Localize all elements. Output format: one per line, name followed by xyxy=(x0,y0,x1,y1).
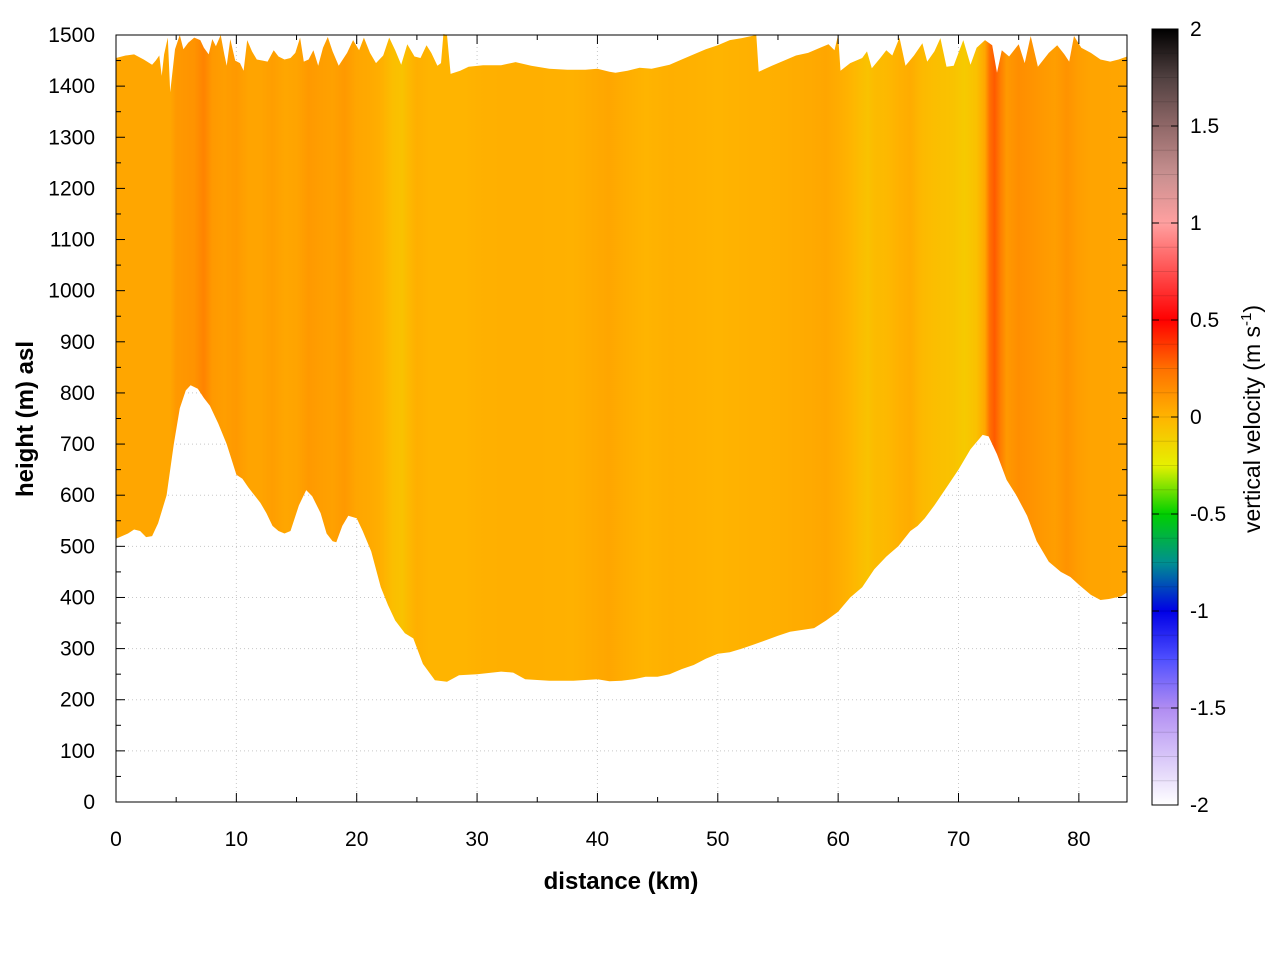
colorbar-tick-label: -0.5 xyxy=(1190,503,1226,526)
y-tick-label: 700 xyxy=(60,433,95,456)
x-tick-label: 40 xyxy=(586,828,609,851)
x-tick-label: 10 xyxy=(225,828,248,851)
y-tick-label: 400 xyxy=(60,586,95,609)
y-tick-label: 500 xyxy=(60,535,95,558)
y-tick-label: 1500 xyxy=(48,24,95,47)
colorbar-title-end: ) xyxy=(1239,305,1265,313)
y-tick-label: 1300 xyxy=(48,126,95,149)
x-tick-labels: 0 10 20 30 40 50 60 70 80 xyxy=(110,828,1090,851)
velocity-field-area xyxy=(116,34,1127,682)
x-tick-label: 80 xyxy=(1067,828,1090,851)
colorbar-tick-label: -1.5 xyxy=(1190,697,1226,720)
x-tick-label: 20 xyxy=(345,828,368,851)
colorbar-title-sup: -1 xyxy=(1238,313,1255,326)
x-tick-label: 0 xyxy=(110,828,122,851)
x-tick-label: 50 xyxy=(706,828,729,851)
colorbar xyxy=(1151,28,1179,806)
colorbar-tick-labels: 2 1.5 1 0.5 0 -0.5 -1 -1.5 -2 xyxy=(1190,18,1226,817)
x-tick-label: 70 xyxy=(947,828,970,851)
colorbar-tick-label: -1 xyxy=(1190,600,1209,623)
velocity-field xyxy=(116,34,1127,682)
y-tick-label: 1400 xyxy=(48,75,95,98)
colorbar-title-main: vertical velocity (m s xyxy=(1239,326,1265,533)
y-tick-label: 1100 xyxy=(50,229,95,252)
y-tick-label: 900 xyxy=(60,331,95,354)
y-tick-label: 300 xyxy=(60,638,95,661)
y-tick-label: 600 xyxy=(60,484,95,507)
colorbar-tick-label: -2 xyxy=(1190,794,1209,817)
colorbar-tick-label: 1 xyxy=(1190,212,1202,235)
y-tick-labels: 0 100 200 300 400 500 600 700 800 900 1000 1100 1200… xyxy=(48,24,95,814)
x-tick-label: 60 xyxy=(826,828,849,851)
y-tick-label: 800 xyxy=(60,382,95,405)
colorbar-tick-label: 0.5 xyxy=(1190,309,1219,332)
y-tick-label: 1000 xyxy=(48,280,95,303)
plot-frame xyxy=(115,34,1128,803)
colorbar-tick-label: 0 xyxy=(1190,406,1202,429)
y-tick-label: 200 xyxy=(60,689,95,712)
colorbar-tick-label: 1.5 xyxy=(1190,115,1219,138)
y-tick-label: 1200 xyxy=(48,177,95,200)
y-tick-label: 100 xyxy=(60,740,95,763)
colorbar-tick-label: 2 xyxy=(1190,18,1202,41)
y-tick-label: 0 xyxy=(83,791,95,814)
x-axis-title: distance (km) xyxy=(544,868,699,895)
y-axis-title: height (m) asl xyxy=(12,341,39,497)
x-tick-label: 30 xyxy=(465,828,488,851)
colorbar-title: vertical velocity (m s-1) xyxy=(1238,305,1265,533)
